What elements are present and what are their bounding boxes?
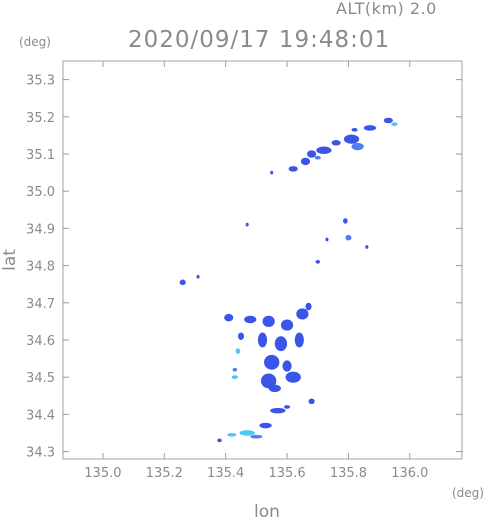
y-tick-label: 34.6 xyxy=(26,334,55,349)
echo-cell xyxy=(282,360,292,372)
echo-cell xyxy=(351,127,358,132)
echo-cell xyxy=(217,438,222,443)
x-tick-label: 135.8 xyxy=(330,466,367,481)
echo-cell xyxy=(300,157,311,166)
echo-cell xyxy=(235,348,241,354)
echo-cell xyxy=(343,134,360,144)
echo-cell xyxy=(294,332,304,348)
echo-cell xyxy=(365,245,369,249)
echo-cells xyxy=(179,117,398,443)
x-ticks: 135.0 135.2 135.4 135.6 135.8 136.0 xyxy=(84,61,428,481)
echo-cell xyxy=(237,332,245,340)
plot-frame xyxy=(62,60,463,460)
echo-cell xyxy=(351,142,364,151)
x-tick-label: 136.0 xyxy=(391,466,428,481)
echo-cell xyxy=(264,354,280,370)
y-tick-label: 34.8 xyxy=(26,260,55,275)
echo-cell xyxy=(296,308,309,320)
echo-cell xyxy=(268,384,281,393)
y-tick-label: 34.5 xyxy=(26,371,55,386)
echo-cell xyxy=(288,166,298,172)
echo-cell xyxy=(259,422,272,429)
y-tick-label: 35.2 xyxy=(26,111,55,126)
echo-cell xyxy=(232,367,238,372)
altitude-label: ALT(km) 2.0 xyxy=(336,0,437,18)
echo-cell xyxy=(307,150,317,158)
echo-cell xyxy=(262,315,275,327)
x-tick-label: 135.2 xyxy=(146,466,183,481)
echo-cell xyxy=(363,125,377,131)
echo-cell xyxy=(331,140,341,146)
echo-cell xyxy=(179,279,186,286)
echo-cell xyxy=(383,117,393,124)
echo-cell xyxy=(391,122,398,127)
x-tick-label: 135.0 xyxy=(84,466,121,481)
echo-cell xyxy=(325,237,329,242)
echo-cell xyxy=(315,260,321,264)
echo-cell xyxy=(244,315,257,324)
echo-cell xyxy=(270,407,286,414)
echo-cell xyxy=(283,405,291,409)
y-ticks: 34.3 34.4 34.5 34.6 34.7 34.8 34.9 35.0 35.1 35.2… xyxy=(26,74,462,461)
echo-cell xyxy=(260,373,277,389)
echo-cell xyxy=(196,274,200,279)
echo-cell xyxy=(227,432,237,437)
y-tick-label: 35.0 xyxy=(26,185,55,200)
echo-cell xyxy=(305,302,312,311)
y-tick-label: 34.4 xyxy=(26,408,55,423)
echo-cell xyxy=(239,430,255,436)
y-tick-label: 34.3 xyxy=(26,446,55,461)
echo-cell xyxy=(250,434,263,439)
echo-cell xyxy=(245,222,249,227)
echo-cell xyxy=(345,234,352,241)
echo-cell xyxy=(231,375,238,380)
y-tick-label: 35.1 xyxy=(26,148,55,163)
echo-cell xyxy=(316,146,332,154)
echo-cell xyxy=(224,313,234,322)
x-tick-label: 135.6 xyxy=(268,466,305,481)
x-tick-label: 135.4 xyxy=(207,466,244,481)
y-tick-label: 35.3 xyxy=(26,74,55,89)
echo-cell xyxy=(257,332,268,348)
echo-cell xyxy=(285,371,301,383)
y-axis-unit: (deg) xyxy=(19,35,51,49)
echo-cell xyxy=(274,336,288,352)
echo-cell xyxy=(270,170,274,175)
chart-datetime-title: 2020/09/17 19:48:01 xyxy=(128,27,391,53)
echo-cell xyxy=(308,398,315,405)
x-axis-unit: (deg) xyxy=(452,486,484,500)
x-axis-label: lon xyxy=(254,502,280,522)
echo-cell xyxy=(280,319,294,331)
echo-cell xyxy=(343,218,348,224)
echo-cell xyxy=(314,155,321,160)
y-tick-label: 34.9 xyxy=(26,222,55,237)
y-tick-label: 34.7 xyxy=(26,297,55,312)
